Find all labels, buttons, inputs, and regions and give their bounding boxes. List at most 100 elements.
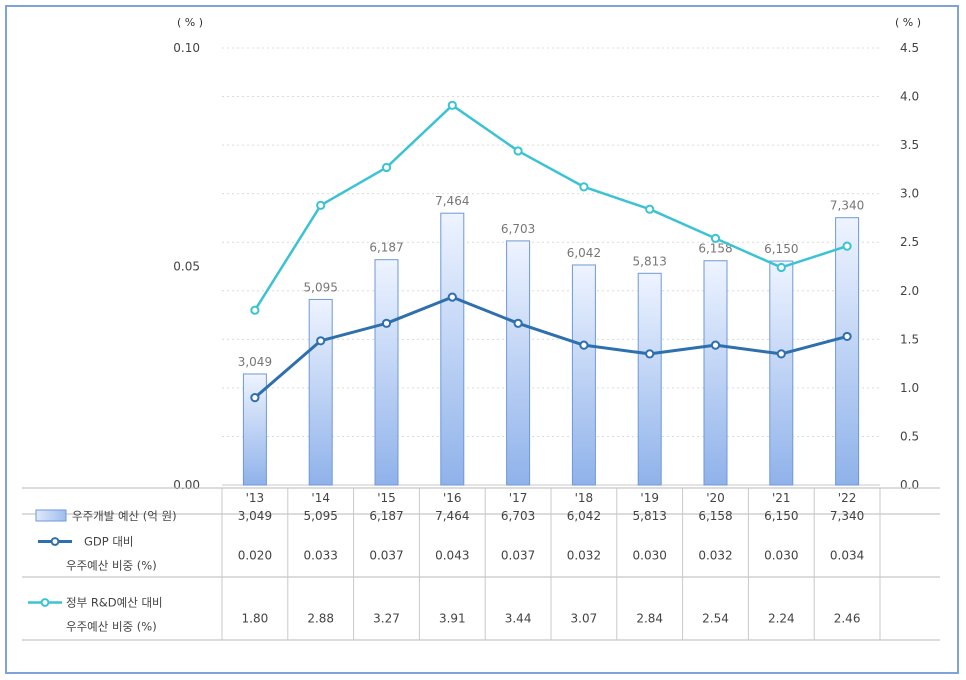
bar-value-label: 6,187 [369, 241, 403, 255]
legend-gdp-marker [50, 537, 60, 546]
rnd-ratio-point [250, 305, 260, 315]
rnd-ratio-point [710, 233, 721, 243]
table-cell: 2.24 [768, 612, 795, 626]
table-cell: 0.037 [501, 549, 535, 563]
x-tick-label: '19 [640, 491, 659, 505]
rnd-ratio-point [776, 262, 786, 273]
legend-gdp-name: GDP 대비 [84, 535, 134, 549]
bar [769, 260, 794, 486]
legend-rnd-marker [40, 598, 50, 607]
table-cell: 6,150 [764, 509, 798, 523]
table-cell: 3.44 [505, 612, 532, 626]
table-cell: 3.91 [439, 612, 466, 626]
table-cell: 0.032 [567, 549, 601, 563]
table-cell: 7,340 [830, 509, 864, 523]
rnd-ratio-point [316, 200, 326, 210]
table-cell: 2.46 [834, 612, 861, 626]
legend-bar-name: 우주개발 예산 (억 원) [72, 509, 177, 523]
right-tick-label: 3.5 [900, 138, 919, 152]
legend-rnd-name: 정부 R&D예산 대비 [66, 596, 163, 610]
bar-value-label: 6,042 [567, 246, 601, 260]
x-tick-label: '17 [509, 491, 528, 505]
right-tick-label: 1.5 [900, 332, 919, 346]
legend-rnd-name: 우주예산 비중 (%) [66, 620, 157, 634]
bar-value-label: 6,703 [501, 222, 535, 236]
table-cell: 0.033 [304, 549, 338, 563]
table-cell: 2.54 [702, 612, 729, 626]
bar [374, 259, 399, 486]
table-cell: 6,703 [501, 509, 535, 523]
table-cell: 6,158 [698, 509, 732, 523]
table-cell: 0.032 [698, 549, 732, 563]
gdp-ratio-point [776, 349, 786, 359]
right-tick-label: 0.0 [900, 478, 919, 492]
table-cell: 0.043 [435, 549, 469, 563]
gdp-ratio-point [447, 292, 457, 302]
gdp-ratio-point [842, 331, 852, 342]
table-cell: 1.80 [242, 612, 269, 626]
gdp-ratio-point [250, 393, 260, 403]
left-tick-label: 0.10 [173, 41, 200, 55]
rnd-ratio-point [513, 146, 523, 156]
bar-value-label: 7,340 [830, 199, 864, 213]
bar [703, 260, 728, 486]
bar [308, 298, 333, 486]
bar-value-label: 5,813 [633, 254, 667, 268]
gdp-ratio-point [316, 336, 326, 346]
right-tick-label: 2.0 [900, 284, 919, 298]
table-cell: 7,464 [435, 509, 469, 523]
right-tick-label: 3.0 [900, 187, 919, 201]
legend-gdp-name: 우주예산 비중 (%) [66, 559, 157, 573]
gdp-ratio-point [381, 318, 392, 328]
bar [440, 212, 465, 486]
gdp-ratio-point [645, 349, 655, 359]
gdp-ratio-point [579, 340, 589, 350]
rnd-ratio-point [645, 204, 655, 214]
right-unit-label: ( % ) [895, 16, 921, 29]
table-cell: 0.030 [633, 549, 667, 563]
bar [637, 272, 662, 486]
table-cell: 2.84 [636, 612, 663, 626]
bar [242, 373, 267, 486]
right-tick-label: 1.0 [900, 381, 919, 395]
bar [506, 240, 531, 486]
right-tick-label: 2.5 [900, 235, 919, 249]
x-tick-label: '13 [246, 491, 265, 505]
rnd-ratio-point [842, 241, 852, 251]
bar-value-label: 3,049 [238, 355, 272, 369]
table-cell: 0.037 [369, 549, 403, 563]
table-cell: 0.030 [764, 549, 798, 563]
legend-bar-swatch [35, 509, 67, 522]
table-cell: 3.07 [571, 612, 598, 626]
right-tick-label: 0.5 [900, 429, 919, 443]
right-tick-label: 4.5 [900, 41, 919, 55]
table-cell: 3,049 [238, 509, 272, 523]
table-cell: 5,095 [304, 509, 338, 523]
left-unit-label: ( % ) [177, 16, 203, 29]
gdp-ratio-point [513, 318, 523, 328]
right-tick-label: 4.0 [900, 90, 919, 104]
x-tick-label: '21 [772, 491, 791, 505]
rnd-ratio-point [447, 100, 457, 110]
x-tick-label: '14 [311, 491, 330, 505]
rnd-ratio-point [381, 162, 392, 173]
x-tick-label: '15 [377, 491, 396, 505]
table-cell: 6,042 [567, 509, 601, 523]
rnd-ratio-line [253, 104, 848, 311]
table-cell: 0.034 [830, 549, 864, 563]
bar-value-label: 7,464 [435, 194, 469, 208]
x-tick-label: '16 [443, 491, 462, 505]
rnd-ratio-point [579, 182, 589, 192]
table-cell: 2.88 [307, 612, 334, 626]
table-cell: 0.020 [238, 549, 272, 563]
x-tick-label: '20 [706, 491, 725, 505]
bar [571, 264, 596, 486]
x-tick-label: '22 [838, 491, 857, 505]
left-tick-label: 0.05 [173, 260, 200, 274]
bar [835, 217, 860, 486]
left-tick-label: 0.00 [173, 478, 200, 492]
table-cell: 5,813 [633, 509, 667, 523]
gdp-ratio-line [253, 295, 848, 399]
bar-value-label: 6,158 [698, 242, 732, 256]
